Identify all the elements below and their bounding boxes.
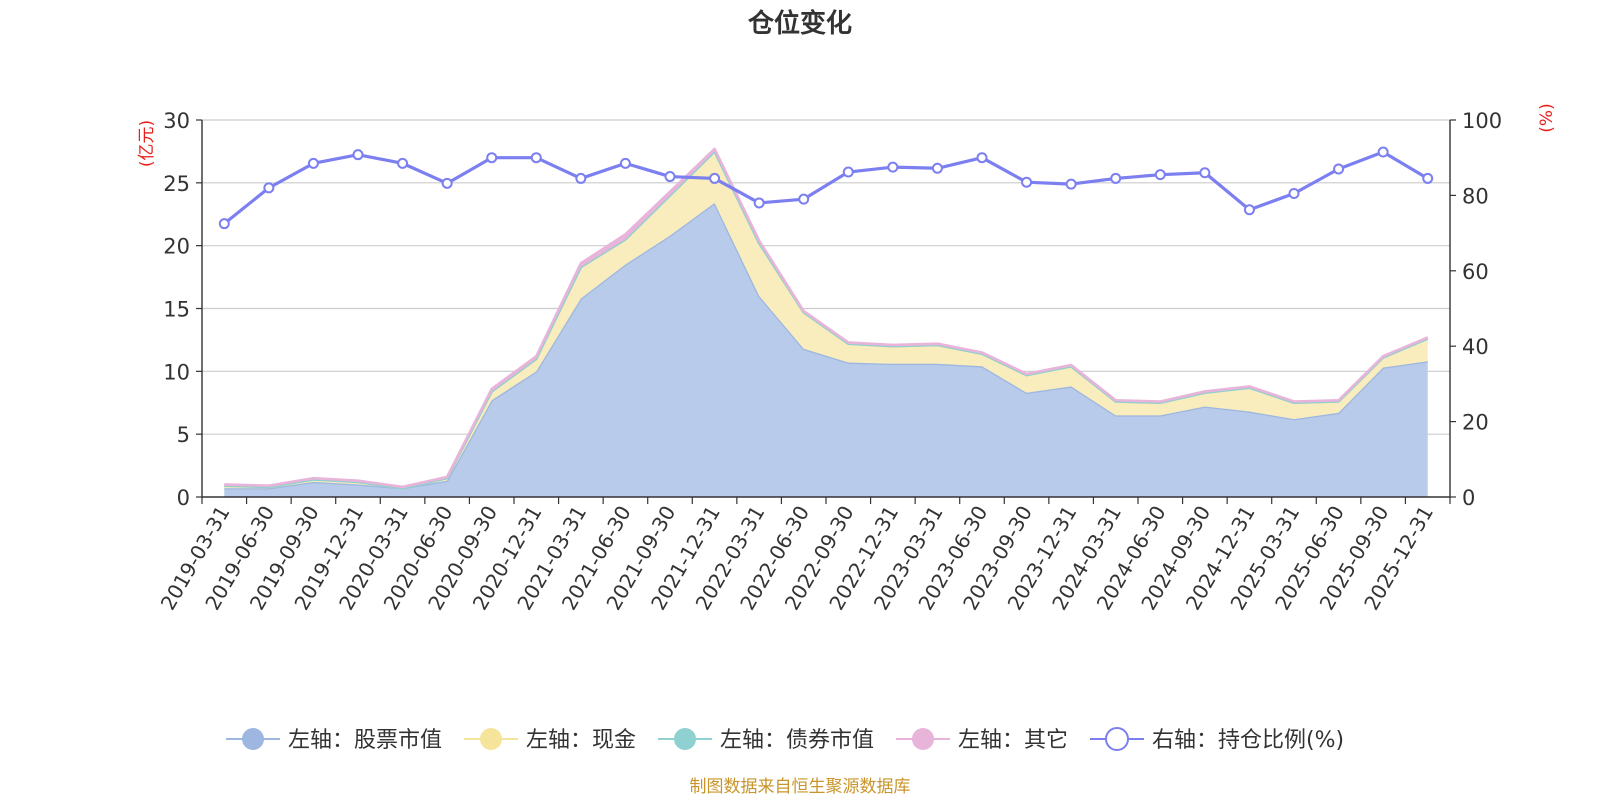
ratio-point xyxy=(1199,167,1211,179)
ratio-point xyxy=(842,166,854,178)
left-axis-label: 0 xyxy=(177,486,190,510)
ratio-point xyxy=(441,177,453,189)
ratio-point xyxy=(1065,178,1077,190)
legend-marker xyxy=(1105,727,1129,751)
ratio-point xyxy=(352,149,364,161)
data-source-note: 制图数据来自恒生聚源数据库 xyxy=(690,777,911,797)
right-axis-label: 80 xyxy=(1462,184,1489,208)
ratio-point xyxy=(1288,188,1300,200)
legend-item: 左轴：股票市值 xyxy=(226,728,442,753)
right-axis-label: 40 xyxy=(1462,335,1489,359)
area-edge-左轴：其它 xyxy=(224,147,1429,489)
ratio-point xyxy=(1243,204,1255,216)
ratio-point xyxy=(397,157,409,169)
ratio-point xyxy=(976,152,988,164)
chart-title: 仓位变化 xyxy=(747,8,852,39)
ratio-point xyxy=(619,157,631,169)
legend-marker xyxy=(242,728,264,750)
stacked-areas xyxy=(224,147,1429,497)
ratio-point xyxy=(575,172,587,184)
legend: 左轴：股票市值 左轴：现金 左轴：债券市值 左轴：其它 右轴：持仓比例(%) xyxy=(226,727,1344,753)
left-axis-label: 30 xyxy=(163,109,190,133)
ratio-point xyxy=(1377,146,1389,158)
ratio-point xyxy=(1422,172,1434,184)
left-axis-label: 5 xyxy=(177,423,190,447)
right-axis-label: 0 xyxy=(1462,486,1475,510)
ratio-point xyxy=(1333,163,1345,175)
ratio-point xyxy=(798,193,810,205)
ratio-point xyxy=(307,157,319,169)
ratio-point xyxy=(753,197,765,209)
legend-item: 左轴：其它 xyxy=(896,728,1068,753)
legend-marker xyxy=(674,728,696,750)
legend-label: 右轴：持仓比例(%) xyxy=(1152,728,1344,753)
right-axis-label: 60 xyxy=(1462,260,1489,284)
area-左轴：股票市值 xyxy=(224,202,1428,497)
ratio-point xyxy=(1021,176,1033,188)
legend-marker xyxy=(480,728,502,750)
ratio-point xyxy=(664,171,676,183)
ratio-line-series xyxy=(218,146,1434,230)
ratio-point xyxy=(709,172,721,184)
right-axis-label: 20 xyxy=(1462,411,1489,435)
ratio-point xyxy=(530,152,542,164)
left-axis-label: 15 xyxy=(163,298,190,322)
legend-item: 左轴：现金 xyxy=(464,728,636,753)
area-左轴：现金 xyxy=(224,151,1428,489)
ratio-point xyxy=(1110,172,1122,184)
right-axis-unit: (%) xyxy=(1537,103,1557,132)
ratio-point xyxy=(887,161,899,173)
right-axis-label: 100 xyxy=(1462,109,1502,133)
left-axis-label: 10 xyxy=(163,360,190,384)
legend-label: 左轴：其它 xyxy=(958,728,1068,753)
legend-marker xyxy=(912,728,934,750)
left-axis-label: 25 xyxy=(163,172,190,196)
ratio-point xyxy=(218,218,230,230)
legend-label: 左轴：股票市值 xyxy=(288,728,442,753)
legend-item: 左轴：债券市值 xyxy=(658,728,874,753)
ratio-point xyxy=(263,182,275,194)
legend-label: 左轴：债券市值 xyxy=(720,728,874,753)
ratio-line xyxy=(223,150,1429,225)
ratio-point xyxy=(1154,169,1166,181)
legend-label: 左轴：现金 xyxy=(526,728,636,753)
ratio-point xyxy=(486,152,498,164)
legend-item: 右轴：持仓比例(%) xyxy=(1090,727,1344,753)
left-axis-label: 20 xyxy=(163,235,190,259)
left-axis-unit: (亿元) xyxy=(137,120,157,167)
ratio-point xyxy=(931,162,943,174)
